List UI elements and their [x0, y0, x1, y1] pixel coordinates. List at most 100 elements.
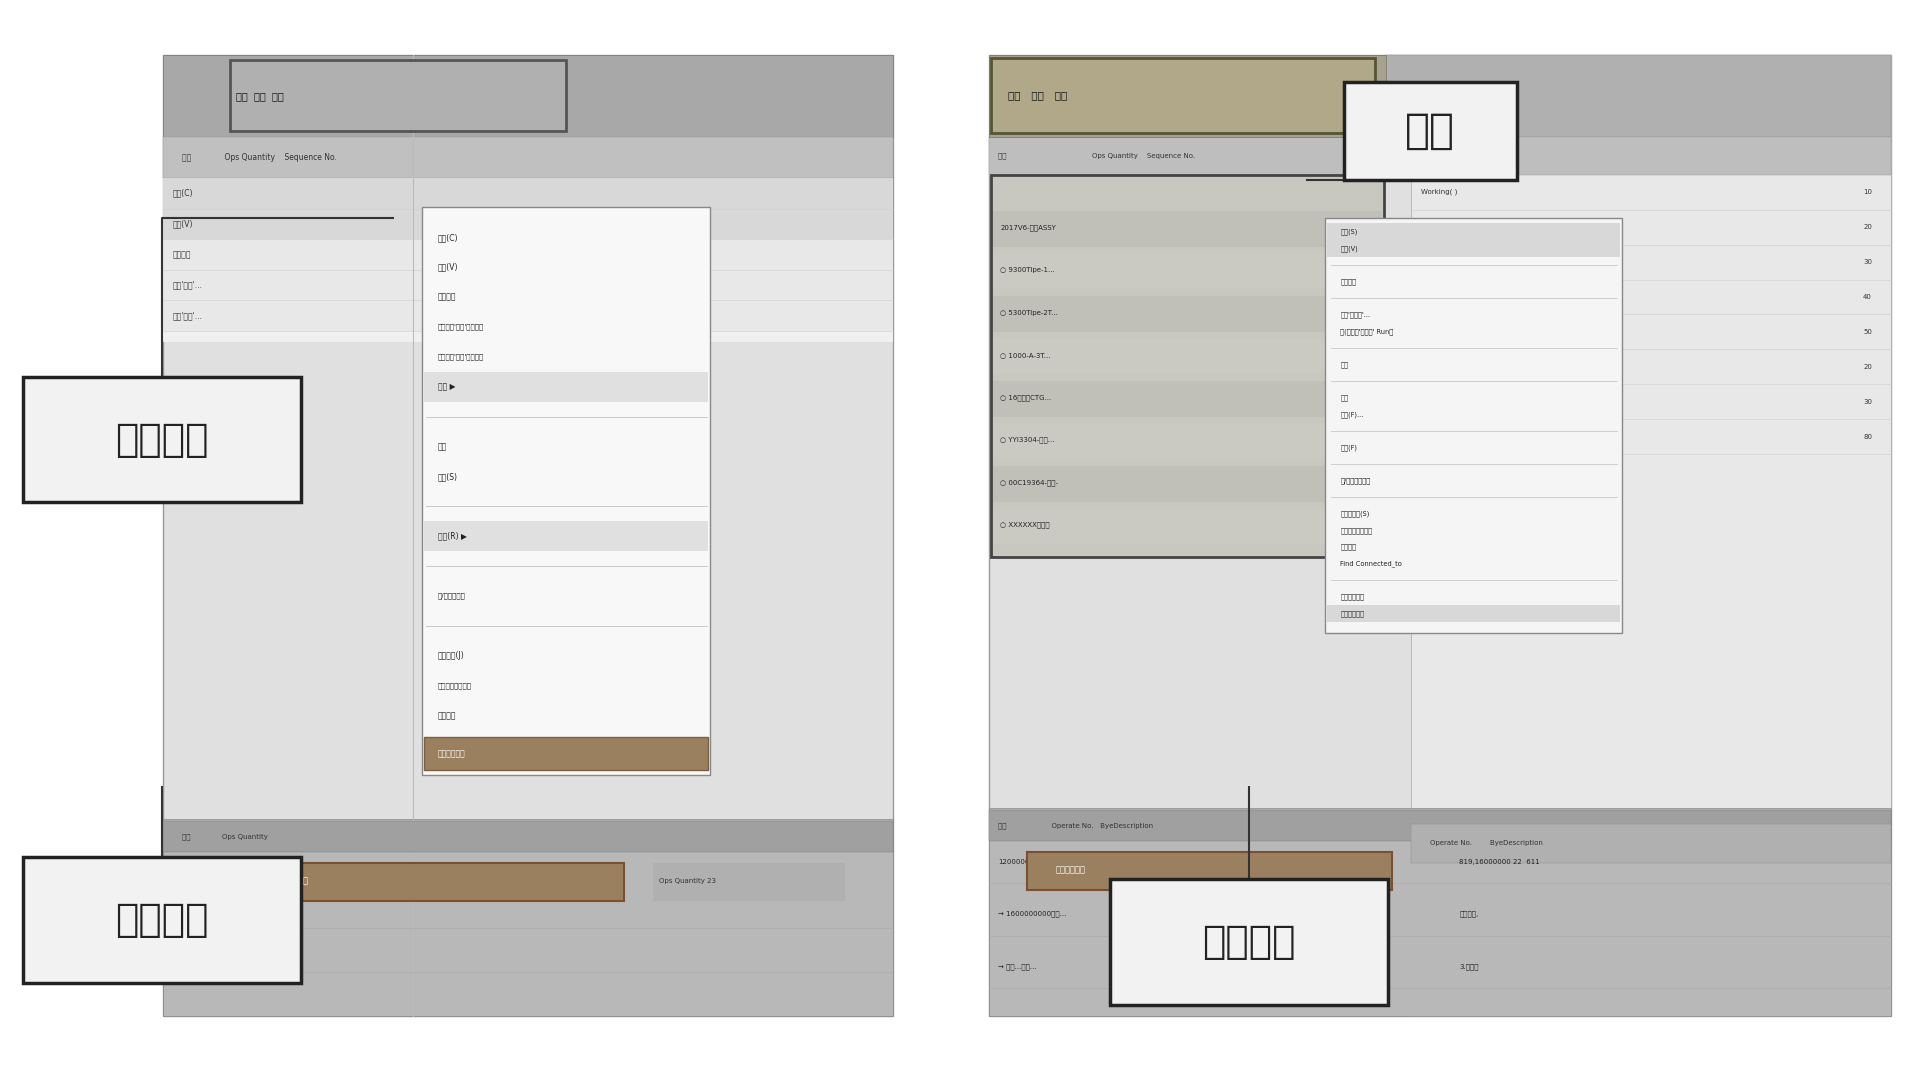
Text: 显示工序模式: 显示工序模式	[278, 877, 309, 886]
Text: ○ 5300Tipe-2T...: ○ 5300Tipe-2T...	[1000, 310, 1058, 316]
Text: ○ YYI3304-编号...: ○ YYI3304-编号...	[1000, 437, 1054, 443]
Text: 产品   工艺   工厂: 产品 工艺 工厂	[1008, 91, 1068, 100]
Text: 20: 20	[1862, 224, 1872, 230]
FancyBboxPatch shape	[653, 863, 845, 901]
Text: 机件工艺,: 机件工艺,	[1459, 911, 1478, 917]
FancyBboxPatch shape	[163, 300, 893, 331]
Text: 产品  工艺  工厂: 产品 工艺 工厂	[236, 91, 284, 102]
FancyBboxPatch shape	[1327, 240, 1620, 257]
Text: 复制(C): 复制(C)	[438, 233, 459, 241]
FancyBboxPatch shape	[991, 58, 1375, 133]
Text: Working( ): Working( )	[1421, 224, 1457, 230]
Text: 30: 30	[1862, 259, 1872, 265]
FancyBboxPatch shape	[163, 821, 893, 852]
Text: 2017V6-一组ASSY: 2017V6-一组ASSY	[1000, 225, 1056, 232]
Text: 过滤: 过滤	[438, 442, 447, 451]
FancyBboxPatch shape	[163, 55, 893, 136]
Text: 819,16000000 22  611: 819,16000000 22 611	[1459, 858, 1540, 865]
FancyBboxPatch shape	[989, 810, 1891, 841]
FancyBboxPatch shape	[230, 60, 566, 131]
FancyBboxPatch shape	[1386, 55, 1891, 136]
Text: 重叠排序方向调换: 重叠排序方向调换	[438, 682, 472, 689]
Text: 报告(R) ▶: 报告(R) ▶	[438, 532, 467, 541]
Text: ○ 00C19364-测量-: ○ 00C19364-测量-	[1000, 479, 1058, 486]
Text: 20: 20	[1862, 364, 1872, 370]
Text: 关联筛选: 关联筛选	[438, 293, 457, 301]
Text: Working( ): Working( )	[1421, 189, 1457, 195]
Text: ○ 9300Tipe-1...: ○ 9300Tipe-1...	[1000, 268, 1056, 273]
Text: Working( ): Working( )	[1421, 434, 1457, 440]
FancyBboxPatch shape	[163, 178, 893, 209]
FancyBboxPatch shape	[989, 136, 1891, 175]
FancyBboxPatch shape	[993, 381, 1382, 417]
Text: 设计模型: 设计模型	[115, 420, 209, 459]
Text: 粘贴(V): 粘贴(V)	[173, 219, 194, 228]
FancyBboxPatch shape	[163, 55, 893, 1016]
FancyBboxPatch shape	[1344, 82, 1517, 180]
Text: Working( ): Working( )	[1421, 259, 1457, 265]
Text: 名称                    Operate No.   ByeDescription: 名称 Operate No. ByeDescription	[998, 822, 1154, 829]
Text: 40: 40	[1862, 294, 1872, 300]
Text: 发目工序模式: 发目工序模式	[1340, 594, 1363, 601]
Text: 添加工序: 添加工序	[438, 711, 457, 720]
FancyBboxPatch shape	[163, 819, 893, 1016]
FancyBboxPatch shape	[424, 521, 708, 551]
Text: 发目(F): 发目(F)	[1340, 444, 1357, 451]
Text: 排序(S): 排序(S)	[438, 472, 457, 480]
Text: 名称                                      Ops Quantity    Sequence No.: 名称 Ops Quantity Sequence No.	[998, 152, 1196, 159]
Text: 筛选'产品'...: 筛选'产品'...	[173, 281, 204, 289]
Text: 行/从在位在合并: 行/从在位在合并	[1340, 477, 1371, 484]
Text: → 1600000000机件...: → 1600000000机件...	[998, 911, 1068, 917]
Text: 筛选'工艺'...: 筛选'工艺'...	[173, 311, 204, 320]
Text: 重叠排序方向调换: 重叠排序方向调换	[1340, 527, 1373, 534]
FancyBboxPatch shape	[989, 808, 1891, 1016]
FancyBboxPatch shape	[1110, 879, 1388, 1005]
Text: 显示工序模式: 显示工序模式	[1340, 610, 1363, 617]
Text: 产量'文件夹'...: 产量'文件夹'...	[1340, 311, 1371, 318]
FancyBboxPatch shape	[989, 55, 1891, 1016]
Text: 关联筛选: 关联筛选	[173, 250, 192, 259]
Text: 三维工艺: 三维工艺	[115, 901, 209, 939]
FancyBboxPatch shape	[1325, 218, 1622, 633]
Text: 筛选当前'产品'页面数据: 筛选当前'产品'页面数据	[438, 323, 484, 330]
Text: 粘贴(V): 粘贴(V)	[438, 263, 459, 272]
Text: 怎么说利中(S): 怎么说利中(S)	[1340, 511, 1369, 518]
FancyBboxPatch shape	[1327, 605, 1620, 621]
FancyBboxPatch shape	[993, 424, 1382, 460]
Text: 重置工件: 重置工件	[1340, 544, 1356, 550]
Text: 名称/规格-...: 名称/规格-...	[173, 905, 202, 912]
FancyBboxPatch shape	[163, 209, 893, 239]
FancyBboxPatch shape	[1411, 824, 1891, 863]
Text: 名称              Ops Quantity    Sequence No.: 名称 Ops Quantity Sequence No.	[182, 153, 338, 162]
Text: 12000000-工艺: 12000000-工艺	[998, 858, 1044, 865]
Text: 3.工艺件: 3.工艺件	[1459, 963, 1478, 970]
FancyBboxPatch shape	[163, 178, 893, 342]
FancyBboxPatch shape	[993, 211, 1382, 247]
Text: 50: 50	[1862, 329, 1872, 335]
Text: 行/列合并显示: 行/列合并显示	[438, 593, 467, 600]
FancyBboxPatch shape	[1411, 55, 1891, 1016]
Text: Operate No.        ByeDescription: Operate No. ByeDescription	[1430, 840, 1544, 846]
FancyBboxPatch shape	[240, 863, 624, 901]
Text: Working( ): Working( )	[1421, 294, 1457, 300]
Text: 显示工序模式: 显示工序模式	[438, 749, 465, 758]
FancyBboxPatch shape	[993, 508, 1382, 544]
Text: 类别: 类别	[1340, 361, 1348, 368]
Text: Find Connected_to: Find Connected_to	[438, 743, 503, 749]
FancyBboxPatch shape	[424, 737, 708, 770]
FancyBboxPatch shape	[422, 207, 710, 775]
FancyBboxPatch shape	[1327, 224, 1620, 240]
Text: 显示工序模式: 显示工序模式	[1056, 866, 1087, 875]
Text: 筛选当前'工艺'页面数据: 筛选当前'工艺'页面数据	[438, 354, 484, 360]
FancyBboxPatch shape	[23, 377, 301, 502]
FancyBboxPatch shape	[163, 270, 893, 300]
Text: 另为(F)...: 另为(F)...	[1340, 411, 1363, 417]
Text: → 选择...工厂...: → 选择...工厂...	[998, 963, 1037, 970]
FancyBboxPatch shape	[163, 239, 893, 270]
Text: 10000-工艺-1: 10000-工艺-1	[173, 949, 213, 956]
FancyBboxPatch shape	[23, 857, 301, 983]
Text: 类型 ▶: 类型 ▶	[438, 382, 455, 391]
Text: 添加排序(J): 添加排序(J)	[438, 651, 465, 661]
Text: 名称              Ops Quantity: 名称 Ops Quantity	[182, 833, 269, 840]
Text: 复制(C): 复制(C)	[173, 189, 194, 198]
